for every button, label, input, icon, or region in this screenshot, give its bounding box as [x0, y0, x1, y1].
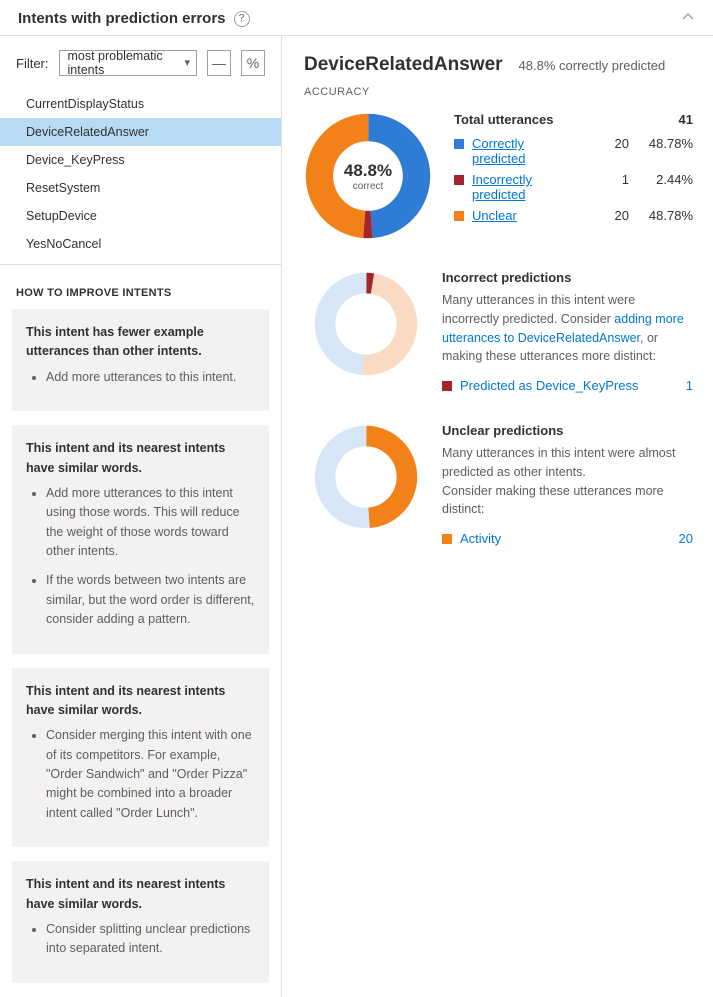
prediction-label[interactable]: Activity	[460, 531, 679, 546]
unclear-section: Unclear predictions Many utterances in t…	[442, 423, 693, 546]
incorrect-donut	[312, 270, 420, 378]
tip-title: This intent and its nearest intents have…	[26, 877, 225, 910]
total-count: 41	[679, 112, 693, 127]
filter-row: Filter: most problematic intents ▾ — %	[0, 36, 281, 80]
unclear-donut	[312, 423, 420, 531]
accuracy-donut: 48.8% correct	[304, 112, 432, 240]
filter-label: Filter:	[16, 56, 49, 71]
total-label: Total utterances	[454, 112, 553, 127]
left-panel: Filter: most problematic intents ▾ — % C…	[0, 36, 282, 997]
intent-item[interactable]: CurrentDisplayStatus	[0, 90, 281, 118]
legend-count: 1	[589, 172, 629, 187]
legend-item: Correctly predicted 20 48.78%	[454, 133, 693, 169]
prediction-count[interactable]: 1	[686, 378, 693, 393]
detail-panel: DeviceRelatedAnswer 48.8% correctly pred…	[282, 36, 713, 997]
legend-pct: 2.44%	[637, 172, 693, 187]
chevron-up-icon[interactable]	[681, 10, 695, 27]
intent-item[interactable]: DeviceRelatedAnswer	[0, 118, 281, 146]
accuracy-legend: Total utterances 41 Correctly predicted 2…	[454, 112, 693, 226]
legend-label[interactable]: Correctly predicted	[472, 136, 581, 166]
intent-item[interactable]: YesNoCancel	[0, 230, 281, 258]
intent-item[interactable]: SetupDevice	[0, 202, 281, 230]
intent-item[interactable]: ResetSystem	[0, 174, 281, 202]
legend-count: 20	[589, 136, 629, 151]
prediction-label[interactable]: Predicted as Device_KeyPress	[460, 378, 686, 393]
tip-bullet: Consider merging this intent with one of…	[46, 726, 255, 823]
tip-card: This intent and its nearest intents have…	[12, 425, 269, 653]
legend-item: Incorrectly predicted 1 2.44%	[454, 169, 693, 205]
accuracy-label: ACCURACY	[304, 86, 693, 98]
caret-down-icon: ▾	[184, 56, 190, 69]
help-icon[interactable]: ?	[234, 11, 250, 27]
tip-title: This intent has fewer example utterances…	[26, 325, 204, 358]
legend-label[interactable]: Unclear	[472, 208, 581, 223]
unclear-text: Many utterances in this intent were almo…	[442, 444, 693, 519]
prediction-count[interactable]: 20	[679, 531, 693, 546]
legend-pct: 48.78%	[637, 208, 693, 223]
donut-center-big: 48.8%	[344, 161, 392, 181]
legend-label[interactable]: Incorrectly predicted	[472, 172, 581, 202]
tip-card: This intent has fewer example utterances…	[12, 309, 269, 411]
incorrect-title: Incorrect predictions	[442, 270, 693, 285]
tip-title: This intent and its nearest intents have…	[26, 441, 225, 474]
intent-list: CurrentDisplayStatusDeviceRelatedAnswerD…	[0, 80, 281, 264]
tip-title: This intent and its nearest intents have…	[26, 684, 225, 717]
panel-header: Intents with prediction errors ?	[0, 0, 713, 36]
incorrect-text: Many utterances in this intent were inco…	[442, 291, 693, 366]
tip-bullet: If the words between two intents are sim…	[46, 571, 255, 629]
panel-title: Intents with prediction errors	[18, 10, 226, 27]
swatch	[454, 211, 464, 221]
percent-button[interactable]: %	[241, 50, 265, 76]
swatch	[442, 534, 452, 544]
donut-center-small: correct	[353, 181, 384, 192]
unclear-title: Unclear predictions	[442, 423, 693, 438]
swatch	[454, 139, 464, 149]
legend-item: Unclear 20 48.78%	[454, 205, 693, 226]
tip-card: This intent and its nearest intents have…	[12, 861, 269, 983]
intent-name: DeviceRelatedAnswer	[304, 54, 503, 76]
legend-count: 20	[589, 208, 629, 223]
filter-select[interactable]: most problematic intents ▾	[59, 50, 198, 76]
tip-bullet: Consider splitting unclear predictions i…	[46, 920, 255, 959]
tip-bullet: Add more utterances to this intent.	[46, 368, 255, 387]
legend-pct: 48.78%	[637, 136, 693, 151]
improve-heading: HOW TO IMPROVE INTENTS	[0, 264, 281, 309]
tips-container: This intent has fewer example utterances…	[0, 309, 281, 983]
swatch	[442, 381, 452, 391]
intent-subhead: 48.8% correctly predicted	[519, 58, 666, 73]
incorrect-section: Incorrect predictions Many utterances in…	[442, 270, 693, 393]
swatch	[454, 175, 464, 185]
filter-selected-value: most problematic intents	[68, 49, 189, 77]
prediction-row: Activity20	[442, 531, 693, 546]
intent-item[interactable]: Device_KeyPress	[0, 146, 281, 174]
tip-bullet: Add more utterances to this intent using…	[46, 484, 255, 562]
tip-card: This intent and its nearest intents have…	[12, 668, 269, 848]
prediction-row: Predicted as Device_KeyPress1	[442, 378, 693, 393]
dash-button[interactable]: —	[207, 50, 231, 76]
